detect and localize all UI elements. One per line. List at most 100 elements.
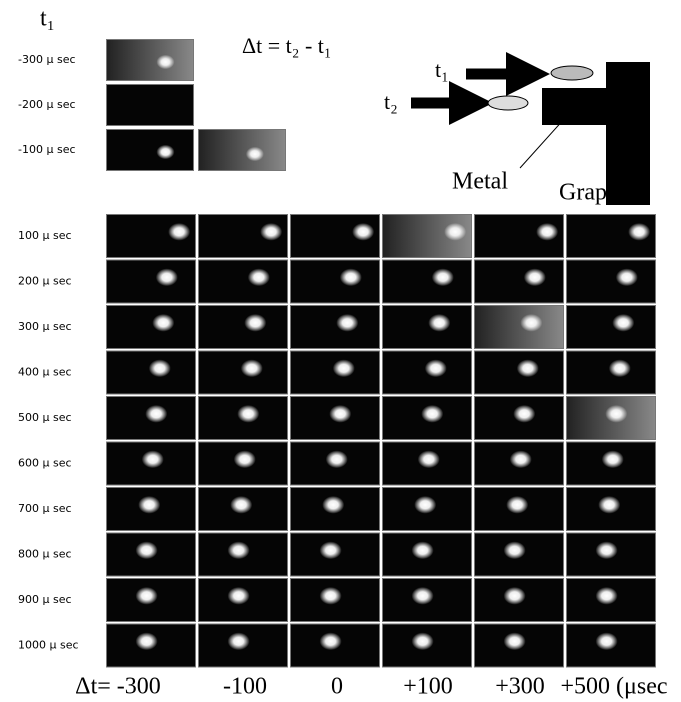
frame <box>566 623 656 668</box>
frame <box>106 487 196 531</box>
frame <box>566 259 656 304</box>
plasma-spot <box>414 496 437 514</box>
row-label: -300 μ sec <box>18 53 76 66</box>
row-label: 900 μ sec <box>18 593 72 606</box>
plasma-spot <box>520 314 543 332</box>
plasma-spot <box>513 405 536 423</box>
plasma-spot <box>145 405 168 423</box>
frame-image <box>383 260 471 303</box>
setup-diagram: t₁ t₂ Metal Graphite <box>384 52 650 206</box>
frame <box>566 350 656 395</box>
frame-image <box>291 306 379 348</box>
row-label: 800 μ sec <box>18 548 72 561</box>
frame <box>290 623 380 668</box>
plasma-spot <box>523 268 546 287</box>
frame-image <box>199 260 287 303</box>
plasma-spot <box>152 314 175 332</box>
frame <box>106 350 196 395</box>
frame <box>290 396 380 440</box>
plasma-spot <box>605 405 628 423</box>
row-label: 200 μ sec <box>18 275 72 288</box>
frame <box>198 578 288 622</box>
t1-arrow-label: t₁ <box>435 57 449 82</box>
frame <box>474 396 564 440</box>
frame <box>474 441 564 486</box>
frame <box>106 623 196 668</box>
frame-image <box>567 260 655 303</box>
frame <box>382 214 472 258</box>
plasma-spot <box>615 268 638 287</box>
frame <box>474 487 564 531</box>
plasma-spot <box>595 632 618 651</box>
plasma-spot <box>352 223 375 241</box>
plasma-spot <box>431 268 454 287</box>
plasma-spot <box>260 223 283 241</box>
row-label: 500 μ sec <box>18 411 72 424</box>
plasma-spot <box>325 450 348 469</box>
frame <box>382 487 472 531</box>
frame <box>198 259 288 304</box>
frame <box>106 214 196 258</box>
plasma-spot <box>135 587 158 605</box>
frame <box>474 623 564 668</box>
plasma-spot <box>628 223 651 241</box>
frame <box>566 578 656 622</box>
graphite-block <box>606 62 650 205</box>
frame-image <box>107 40 193 80</box>
frame-image <box>107 130 193 170</box>
frame <box>382 441 472 486</box>
frame <box>198 305 288 349</box>
plasma-spot <box>138 496 161 514</box>
plasma-spot <box>417 450 440 469</box>
frame <box>382 396 472 440</box>
plasma-spot <box>245 146 264 162</box>
frame <box>198 214 288 258</box>
plasma-spot <box>230 496 253 514</box>
plasma-spot <box>503 587 526 605</box>
plasma-spot <box>536 223 559 241</box>
plasma-spot <box>509 450 532 469</box>
frame <box>290 532 380 577</box>
column-label: +500 (μsec <box>560 674 667 700</box>
plasma-spot <box>168 223 191 241</box>
frame-image <box>107 306 195 348</box>
plasma-spot <box>247 268 270 287</box>
frame <box>106 129 194 171</box>
frame-image <box>107 85 193 125</box>
frame <box>198 129 286 171</box>
frame <box>290 350 380 395</box>
frame <box>382 623 472 668</box>
frame <box>106 396 196 440</box>
plasma-spot <box>319 632 342 651</box>
frame <box>474 305 564 349</box>
plasma-spot <box>598 496 621 514</box>
plasma-spot <box>503 541 526 560</box>
column-label: Δt= -300 <box>75 674 161 700</box>
pellet <box>487 95 529 111</box>
t2-arrow-label: t₂ <box>384 89 398 114</box>
frame-image <box>567 306 655 348</box>
plasma-spot <box>595 541 618 560</box>
frame-image <box>475 260 563 303</box>
row-label: 1000 μ sec <box>18 639 79 652</box>
frame <box>290 578 380 622</box>
plasma-spot <box>156 144 175 160</box>
plasma-spot <box>156 54 175 70</box>
frame <box>106 84 194 126</box>
row-label: 600 μ sec <box>18 457 72 470</box>
frame <box>198 623 288 668</box>
graphite-label: Graphite <box>559 180 643 206</box>
frame <box>106 532 196 577</box>
frame <box>566 396 656 440</box>
plasma-spot <box>444 223 467 241</box>
plasma-spot <box>601 450 624 469</box>
frame <box>382 305 472 349</box>
column-label: +300 <box>495 674 545 700</box>
frame <box>198 487 288 531</box>
plasma-spot <box>135 632 158 651</box>
frame <box>198 350 288 395</box>
frame <box>474 214 564 258</box>
frame-image <box>383 306 471 348</box>
frame <box>198 532 288 577</box>
